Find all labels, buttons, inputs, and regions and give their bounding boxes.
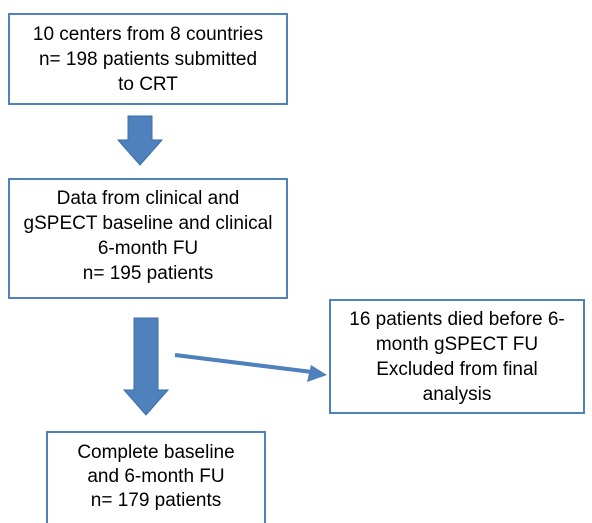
box-text: Complete baseline bbox=[77, 442, 234, 463]
box-excluded bbox=[329, 299, 585, 414]
box-text: 6-month FU bbox=[98, 238, 198, 259]
box-text: and 6-month FU bbox=[87, 466, 224, 487]
down-arrow bbox=[122, 317, 170, 416]
box-baseline bbox=[8, 178, 288, 299]
side-arrow-shaft bbox=[174, 353, 313, 374]
box-text: 10 centers from 8 countries bbox=[33, 24, 263, 45]
box-enrolled bbox=[8, 13, 288, 105]
box-text: to CRT bbox=[118, 74, 178, 95]
box-complete bbox=[46, 431, 266, 523]
box-text: Data from clinical and bbox=[57, 188, 240, 209]
box-text: gSPECT baseline and clinical bbox=[24, 213, 273, 234]
box-text: n= 195 patients bbox=[83, 263, 213, 284]
box-text: Excluded from final bbox=[376, 359, 538, 380]
box-text: 16 patients died before 6- bbox=[349, 309, 565, 330]
box-text: n= 179 patients bbox=[91, 490, 221, 511]
box-text: analysis bbox=[423, 384, 492, 405]
box-text: month gSPECT FU bbox=[376, 334, 538, 355]
down-arrow bbox=[116, 115, 164, 166]
side-arrow-head bbox=[307, 365, 327, 382]
box-text: n= 198 patients submitted bbox=[39, 49, 257, 70]
